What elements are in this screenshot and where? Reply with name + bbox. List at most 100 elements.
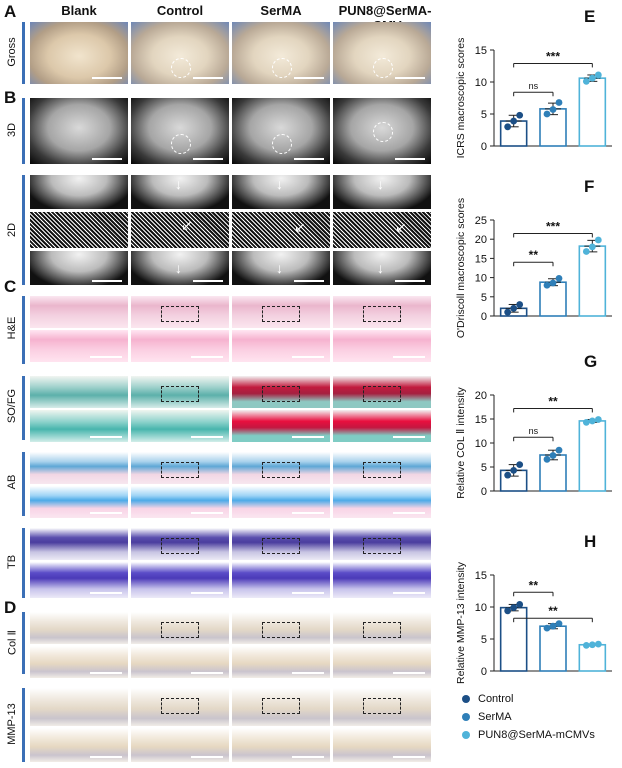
data-point-h-1-0 — [543, 624, 551, 632]
row-label-he: H&E — [6, 316, 18, 340]
ct2d-slice3-blank — [30, 251, 128, 285]
sofg-overview-pun8 — [333, 376, 431, 408]
data-point-f-2-0 — [582, 248, 590, 255]
y-axis-label-e: ICRS macroscopic scores — [455, 38, 467, 159]
data-point-f-1-0 — [543, 281, 551, 289]
mmp13-overview-control — [131, 688, 229, 726]
he-overview-pun8 — [333, 296, 431, 328]
row-label-3d: 3D — [6, 122, 18, 138]
row-label-col2: Col Ⅱ — [6, 630, 19, 655]
ct2d-slice3-pun8: ↓ — [333, 251, 431, 285]
y-tick-label: 5 — [481, 462, 487, 474]
data-point-f-1-1 — [549, 279, 557, 287]
row-label-mmp13: MMP-13 — [6, 703, 18, 745]
column-header-serma: SerMA — [260, 3, 302, 18]
zoom-region-box — [161, 622, 199, 638]
y-axis-label-h: Relative MMP-13 intensity — [455, 561, 467, 684]
col2-overview-pun8 — [333, 612, 431, 644]
data-point-h-1-2 — [555, 620, 563, 628]
tb-zoom-serma — [232, 562, 330, 598]
row-label-tb: TB — [6, 554, 18, 570]
ct2d-slice1-serma: ↓ — [232, 175, 330, 209]
ct3d-image-pun8 — [333, 98, 431, 164]
ab-zoom-control — [131, 486, 229, 518]
panel-letter-g: G — [584, 352, 597, 371]
y-tick-label: 25 — [475, 215, 487, 227]
panel-letter-c: C — [4, 277, 17, 296]
he-overview-blank — [30, 296, 128, 328]
tb-zoom-control — [131, 562, 229, 598]
ab-overview-serma — [232, 452, 330, 484]
panel-letter-a: A — [4, 2, 17, 21]
panel-letter-d: D — [4, 598, 17, 617]
zoom-region-box — [363, 386, 401, 402]
data-point-e-0-0 — [504, 123, 512, 131]
y-axis-label-f: O'Driscoll macroscopic scores — [455, 198, 467, 338]
data-point-g-2-2 — [594, 416, 602, 423]
zoom-region-box — [363, 622, 401, 638]
sofg-overview-blank — [30, 376, 128, 408]
zoom-region-box — [161, 306, 199, 322]
bar-f-1 — [539, 281, 567, 317]
legend-marker-serma — [462, 713, 470, 721]
gross-image-control — [131, 22, 229, 84]
col2-overview-serma — [232, 612, 330, 644]
ct2d-slice1-pun8: ↓ — [333, 175, 431, 209]
ct3d-image-control — [131, 98, 229, 164]
mmp13-overview-pun8 — [333, 688, 431, 726]
gross-image-serma — [232, 22, 330, 84]
ab-overview-blank — [30, 452, 128, 484]
y-tick-label: 15 — [475, 570, 487, 582]
mmp13-overview-blank — [30, 688, 128, 726]
row-bar-tb — [22, 528, 25, 598]
data-point-e-1-0 — [543, 110, 551, 118]
significance-label: *** — [546, 219, 560, 233]
data-point-g-1-1 — [549, 452, 557, 459]
column-header-blank: Blank — [61, 3, 97, 18]
row-label-sofg: SO/FG — [6, 388, 18, 424]
ab-overview-pun8 — [333, 452, 431, 484]
col2-overview-control — [131, 612, 229, 644]
row-bar-mmp13 — [22, 688, 25, 762]
zoom-region-box — [161, 698, 199, 714]
col2-zoom-blank — [30, 646, 128, 678]
ct2d-slice1-blank — [30, 175, 128, 209]
y-tick-label: 15 — [475, 253, 487, 265]
y-tick-label: 0 — [481, 311, 487, 323]
data-point-g-1-2 — [555, 446, 563, 454]
ct2d-slice2-serma: ↙ — [232, 212, 330, 248]
sofg-overview-control — [131, 376, 229, 408]
row-label-ab: AB — [6, 474, 18, 490]
bar-h-1 — [539, 625, 567, 672]
legend-marker-pun8 — [462, 731, 470, 739]
data-point-g-0-0 — [504, 471, 512, 479]
panel-letter-f: F — [584, 177, 594, 196]
bar-e-2 — [578, 77, 607, 147]
zoom-region-box — [363, 538, 401, 554]
bar-g-2 — [578, 420, 607, 492]
bar-h-0 — [499, 606, 528, 672]
data-point-e-0-2 — [516, 111, 524, 119]
data-point-f-2-1 — [588, 243, 596, 251]
significance-label: ns — [529, 426, 539, 436]
data-point-h-0-0 — [504, 607, 512, 615]
data-point-g-1-0 — [543, 455, 551, 463]
row-bar-he — [22, 296, 25, 364]
gross-image-blank — [30, 22, 128, 84]
zoom-region-box — [262, 538, 300, 554]
data-point-g-0-2 — [516, 461, 524, 468]
ab-overview-control — [131, 452, 229, 484]
ct2d-slice3-serma: ↓ — [232, 251, 330, 285]
tb-overview-serma — [232, 528, 330, 560]
col2-overview-blank — [30, 612, 128, 644]
zoom-region-box — [363, 306, 401, 322]
significance-label: *** — [546, 49, 560, 63]
legend-item-serma: SerMA — [462, 708, 595, 726]
he-overview-serma — [232, 296, 330, 328]
row-bar-2d — [22, 175, 25, 285]
data-point-h-2-0 — [582, 642, 590, 649]
legend-item-pun8: PUN8@SerMA-mCMVs — [462, 726, 595, 744]
zoom-region-box — [161, 462, 199, 478]
ab-zoom-blank — [30, 486, 128, 518]
legend: Control SerMA PUN8@SerMA-mCMVs — [462, 690, 595, 744]
